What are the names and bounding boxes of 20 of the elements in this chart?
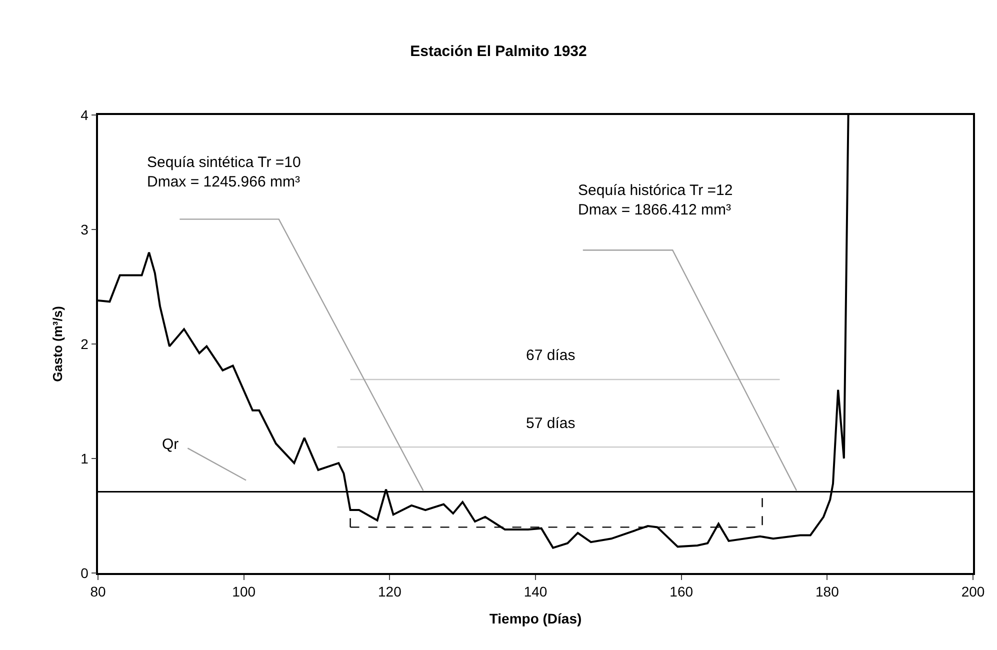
annotation: Qr: [162, 436, 179, 453]
y-tick-label: 4: [80, 106, 89, 123]
x-tick-label: 180: [815, 584, 840, 600]
annotation: 67 días: [526, 347, 576, 364]
x-tick-label: 120: [378, 584, 402, 600]
y-axis-title: Gasto (m³/s): [50, 306, 66, 382]
x-tick-label: 100: [232, 584, 256, 600]
chart-title: Estación El Palmito 1932: [410, 43, 587, 60]
annotation: Sequía sintética Tr =10 Dmax = 1245.966 mm³: [147, 154, 301, 190]
x-tick-label: 140: [524, 584, 548, 600]
y-tick-label: 1: [80, 450, 89, 466]
y-tick-label: 2: [80, 336, 89, 352]
y-tick-label: 3: [80, 221, 89, 238]
x-tick-label: 200: [961, 584, 985, 600]
x-tick-label: 160: [670, 584, 694, 600]
annotation: Sequía histórica Tr =12 Dmax = 1866.412 mm³: [578, 182, 733, 218]
annotation: 57 días: [526, 415, 576, 432]
y-tick-label: 0: [80, 564, 89, 581]
x-axis-title: Tiempo (Días): [489, 610, 582, 626]
x-tick-label: 80: [90, 584, 106, 600]
